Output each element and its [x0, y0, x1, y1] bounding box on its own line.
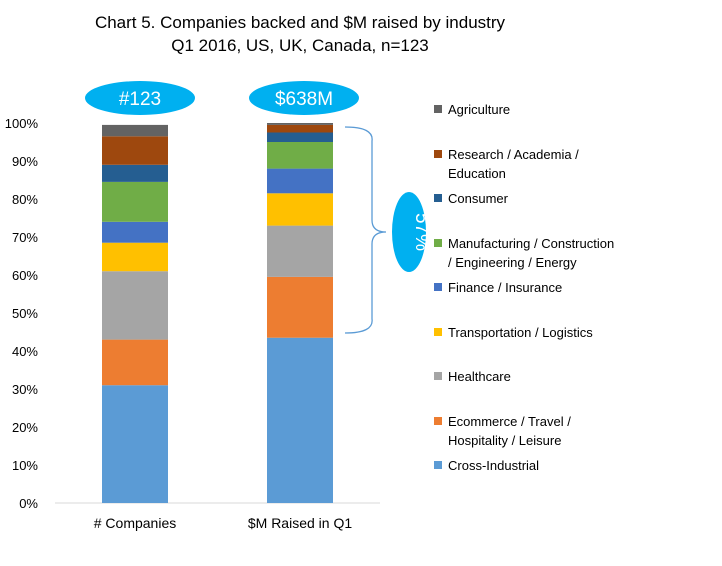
y-tick-label: 50% [12, 306, 38, 321]
legend-label: Consumer [448, 191, 509, 206]
legend-label: Healthcare [448, 369, 511, 384]
y-tick-label: 40% [12, 344, 38, 359]
bar-segment [102, 164, 168, 182]
bar-segment [267, 337, 333, 503]
legend-label: Finance / Insurance [448, 280, 562, 295]
legend-label: Ecommerce / Travel / [448, 414, 571, 429]
legend-swatch [434, 372, 442, 380]
bar-segment [102, 221, 168, 243]
x-category-label: $M Raised in Q1 [248, 515, 352, 531]
legend-swatch [434, 194, 442, 202]
x-category-label: # Companies [94, 515, 177, 531]
legend-swatch [434, 150, 442, 158]
y-tick-label: 20% [12, 420, 38, 435]
legend-swatch [434, 417, 442, 425]
bar-segment [102, 124, 168, 137]
legend-label: Education [448, 166, 506, 181]
y-axis: 0% 10% 20% 30% 40% 50% 60% 70% 80% 90% 100% [5, 116, 380, 511]
legend-swatch [434, 461, 442, 469]
y-tick-label: 0% [19, 496, 38, 511]
legend-label: Agriculture [448, 102, 510, 117]
legend-swatch [434, 239, 442, 247]
legend-label: Research / Academia / [448, 147, 579, 162]
legend: Agriculture Research / Academia / Educatio… [434, 102, 614, 473]
bar-segment [267, 124, 333, 133]
bar-segment [102, 385, 168, 503]
y-tick-label: 30% [12, 382, 38, 397]
legend-label: Manufacturing / Construction [448, 236, 614, 251]
y-tick-label: 60% [12, 268, 38, 283]
total-bubble-label: $638M [275, 89, 333, 110]
y-tick-label: 10% [12, 458, 38, 473]
total-bubble [249, 81, 359, 115]
bar-segment [102, 136, 168, 165]
chart-subtitle: Q1 2016, US, UK, Canada, n=123 [171, 36, 429, 55]
total-bubble [85, 81, 195, 115]
legend-swatch [434, 283, 442, 291]
legend-swatch [434, 328, 442, 336]
bar-segment [267, 132, 333, 142]
bar-segment [102, 242, 168, 272]
legend-label: Transportation / Logistics [448, 325, 593, 340]
y-tick-label: 100% [5, 116, 39, 131]
share-bubble-label: 57% [411, 213, 432, 251]
bars [102, 123, 333, 503]
bar-segment [102, 339, 168, 386]
bracket [344, 126, 387, 334]
bar-segment [102, 181, 168, 222]
bar-segment [267, 168, 333, 194]
bar-segment [267, 193, 333, 226]
bar-segment [267, 225, 333, 277]
total-bubbles: #123 $638M [85, 81, 359, 115]
bar-segment [267, 276, 333, 338]
y-tick-label: 90% [12, 154, 38, 169]
share-bubble [392, 192, 426, 272]
chart-title: Chart 5. Companies backed and $M raised … [95, 13, 506, 32]
legend-label: Cross-Industrial [448, 458, 539, 473]
legend-swatch [434, 105, 442, 113]
bar-segment [102, 271, 168, 340]
annotation: 57% [344, 126, 432, 334]
bar-segment [267, 123, 333, 125]
y-tick-label: 80% [12, 192, 38, 207]
y-tick-label: 70% [12, 230, 38, 245]
x-axis-labels: # Companies $M Raised in Q1 [94, 515, 353, 531]
legend-label: Hospitality / Leisure [448, 433, 561, 448]
total-bubble-label: #123 [119, 89, 161, 110]
legend-label: / Engineering / Energy [448, 255, 577, 270]
bar-segment [267, 142, 333, 169]
